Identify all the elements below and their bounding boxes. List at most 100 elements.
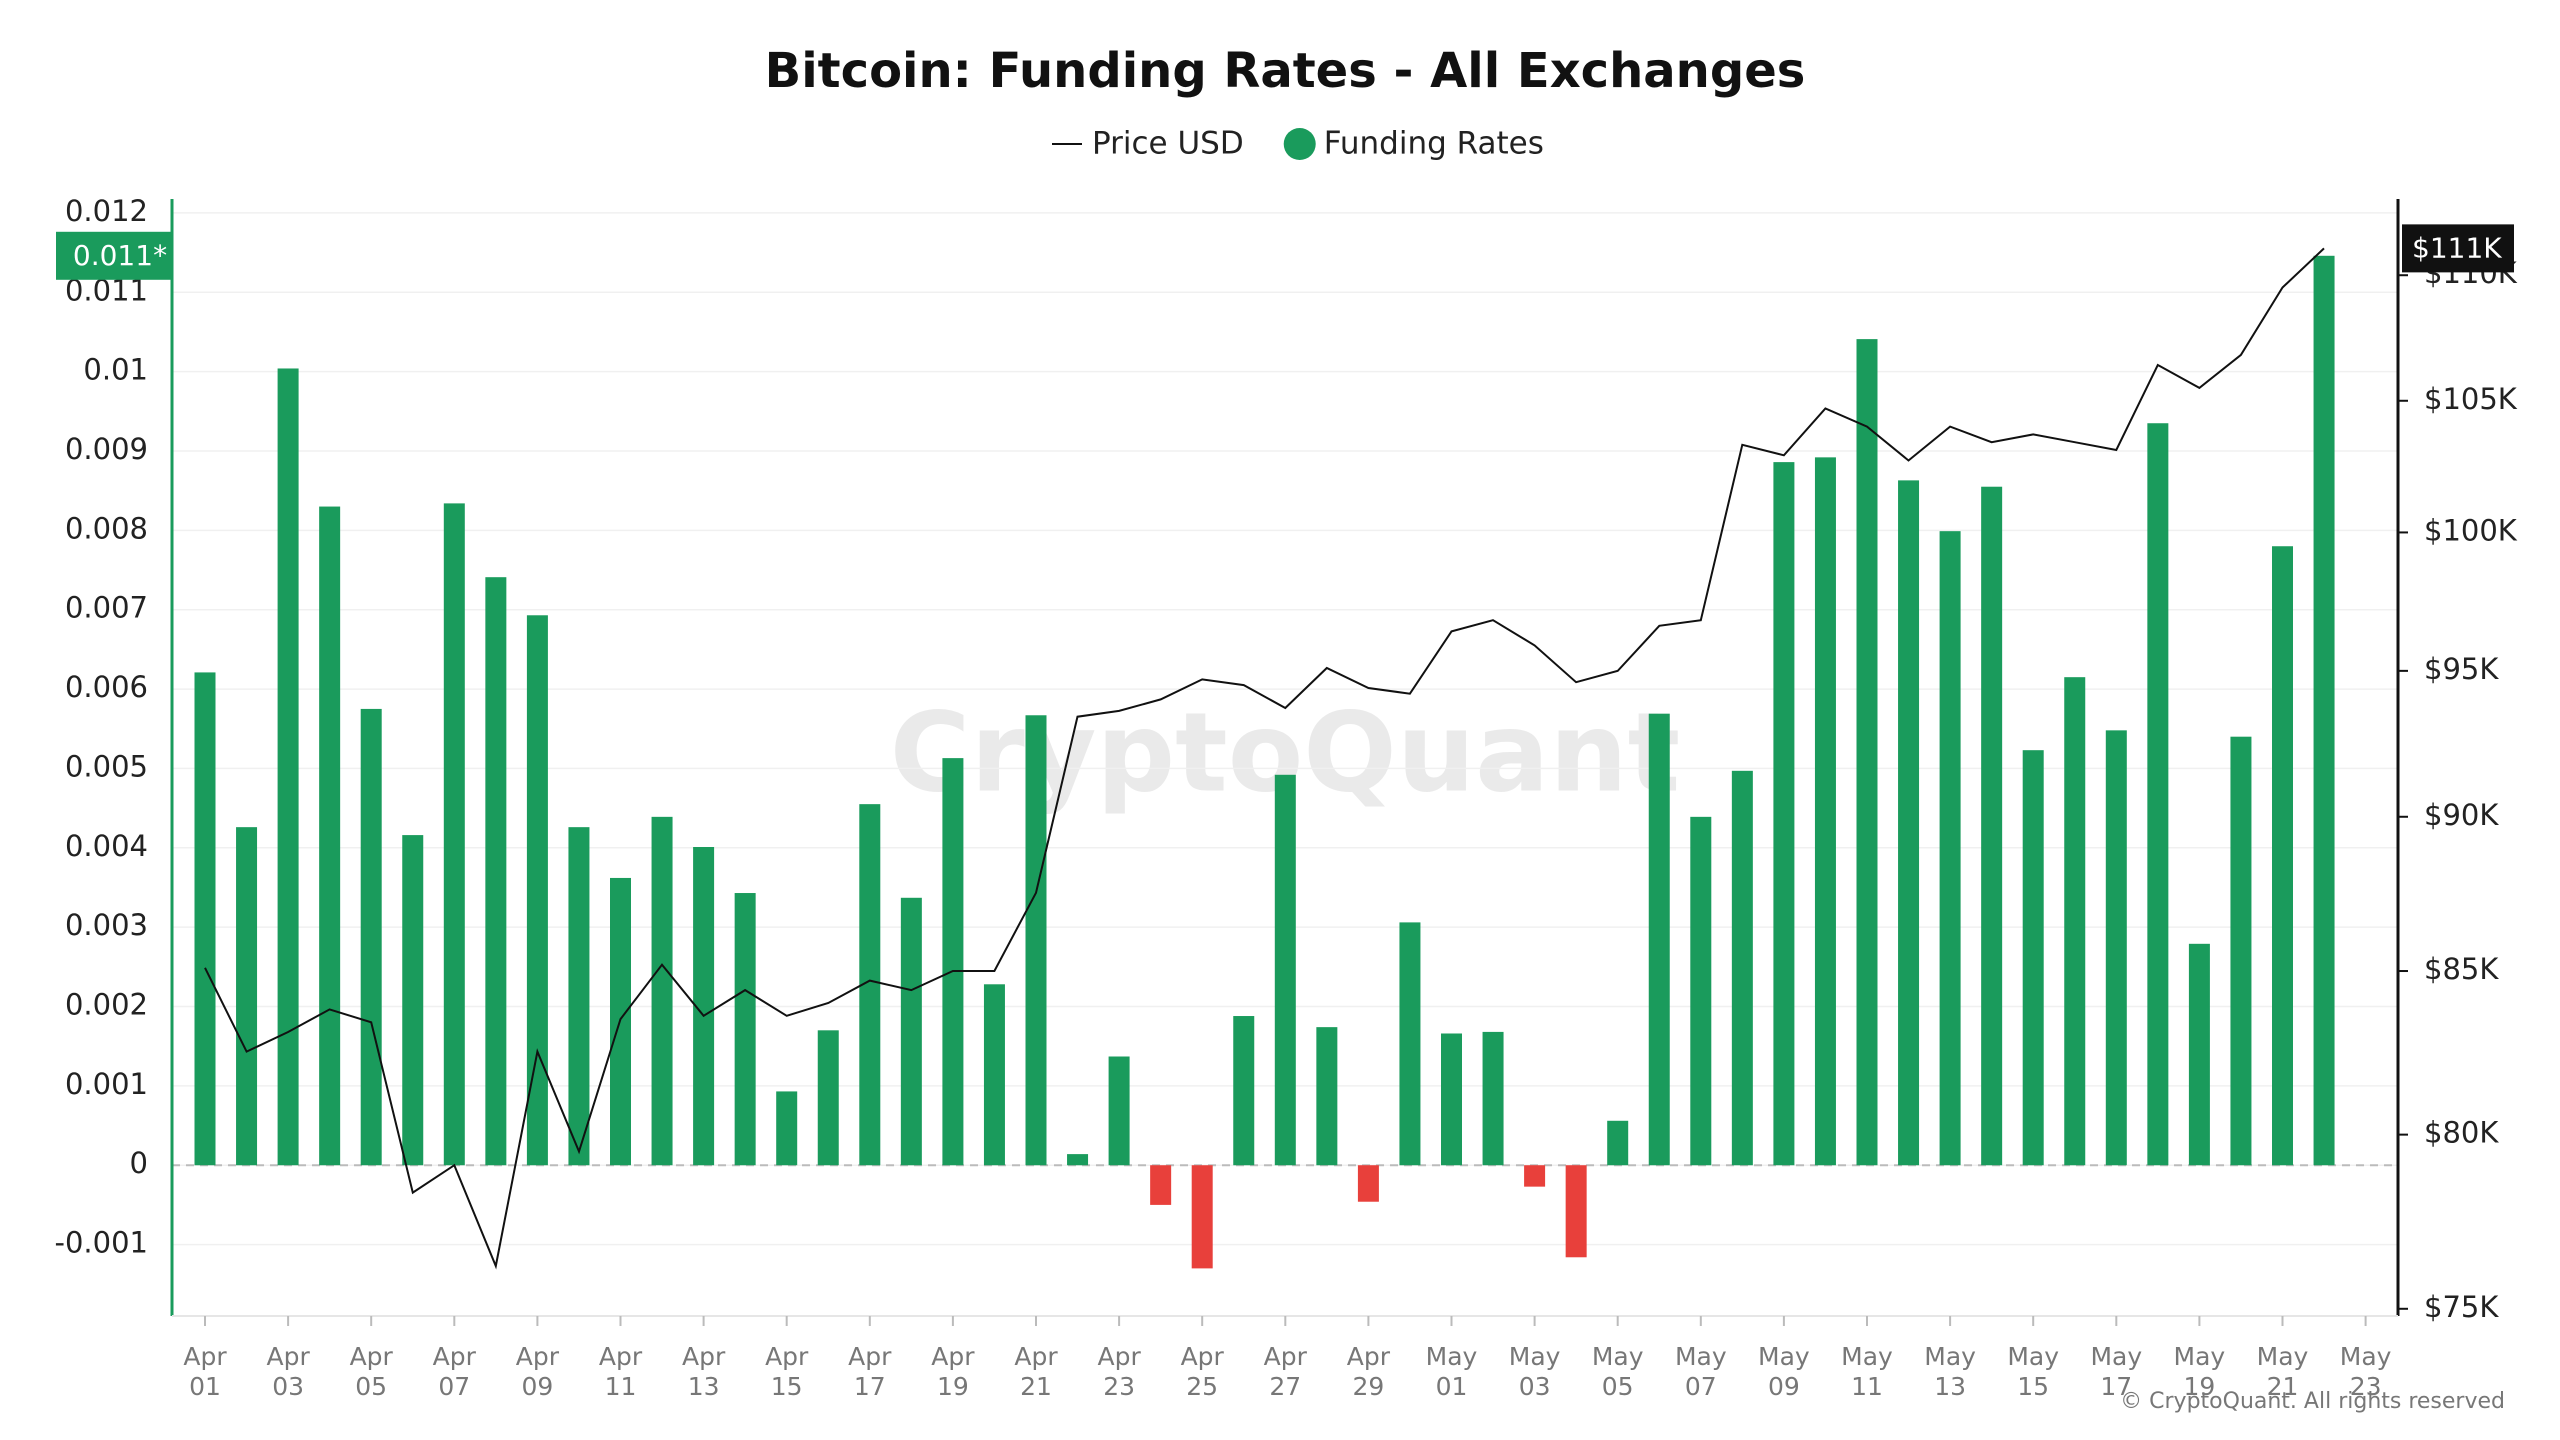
bar: [1690, 816, 1712, 1166]
bar: [1856, 339, 1878, 1166]
bar: [1607, 1120, 1629, 1166]
bar: [485, 577, 507, 1166]
x-tick-label: Apr 13: [682, 1342, 726, 1401]
x-tick-label: Apr 19: [931, 1342, 975, 1401]
bar: [900, 897, 922, 1166]
bar: [1565, 1165, 1587, 1258]
bar: [2064, 677, 2086, 1166]
x-tick-label: May 11: [1841, 1342, 1893, 1401]
bar: [1357, 1165, 1379, 1202]
y2-tick-label: $80K: [2424, 1116, 2499, 1150]
bar: [2230, 736, 2252, 1166]
bar: [2147, 423, 2169, 1166]
bar: [1108, 1056, 1130, 1166]
x-tick-label: Apr 21: [1014, 1342, 1058, 1401]
chart-title: Bitcoin: Funding Rates - All Exchanges: [765, 43, 1806, 99]
x-tick-label: May 09: [1758, 1342, 1810, 1401]
bar: [859, 804, 881, 1166]
x-tick-label: Apr 09: [516, 1342, 560, 1401]
bar: [1191, 1165, 1213, 1269]
y-tick-label: 0.002: [65, 988, 148, 1022]
x-tick-label: May 19: [2174, 1342, 2226, 1401]
bar: [526, 615, 548, 1166]
x-tick-label: May 01: [1426, 1342, 1478, 1401]
y-tick-label: 0.001: [65, 1067, 148, 1101]
y2-tick-label: $85K: [2424, 952, 2499, 986]
bar: [360, 708, 382, 1166]
legend: Price USD Funding Rates: [1052, 126, 1544, 162]
bar: [1898, 480, 1920, 1166]
bar: [1482, 1031, 1504, 1166]
bar: [319, 506, 341, 1166]
x-tick-label: May 05: [1592, 1342, 1644, 1401]
y-tick-label: 0.009: [65, 432, 148, 466]
last-rate-label: 0.011*: [73, 239, 167, 272]
bar: [2105, 730, 2127, 1166]
price-line: [204, 247, 2325, 1270]
y-tick-label: 0.006: [65, 670, 148, 704]
x-tick-label: Apr 29: [1347, 1342, 1391, 1401]
bar: [2272, 546, 2293, 1166]
y-tick-label: 0.008: [65, 511, 148, 545]
y2-tick-label: $105K: [2424, 382, 2518, 416]
y2-tick-label: $95K: [2424, 652, 2499, 686]
x-tick-label: Apr 03: [266, 1342, 310, 1401]
y-tick-label: 0.007: [65, 591, 148, 625]
y2-tick-label: $75K: [2424, 1290, 2499, 1324]
bar: [1731, 770, 1753, 1166]
bar: [443, 503, 465, 1166]
bar: [1524, 1165, 1546, 1187]
x-tick-label: Apr 07: [433, 1342, 477, 1401]
bar: [1150, 1165, 1172, 1205]
x-tick-label: May 03: [1509, 1342, 1561, 1401]
bar: [194, 672, 216, 1166]
x-tick-label: Apr 01: [183, 1342, 227, 1401]
y-tick-label: 0.012: [65, 194, 148, 228]
x-tick-label: May 07: [1675, 1342, 1727, 1401]
bar: [1233, 1016, 1255, 1166]
bar: [1981, 486, 2003, 1166]
bar: [942, 758, 964, 1166]
x-tick-label: Apr 11: [599, 1342, 643, 1401]
x-tick-label: May 15: [2007, 1342, 2059, 1401]
y-tick-label: 0.005: [65, 749, 148, 783]
last-price-label: $111K: [2412, 231, 2502, 264]
y-tick-label: 0.01: [83, 353, 148, 387]
bar: [1399, 922, 1421, 1166]
y-tick-label: 0.003: [65, 908, 148, 942]
x-tick-label: May 23: [2340, 1342, 2392, 1401]
bar: [1648, 713, 1670, 1166]
bar: [2313, 255, 2335, 1166]
last-price-box: [2402, 224, 2514, 273]
x-tick-label: Apr 05: [350, 1342, 394, 1401]
bar: [776, 1091, 798, 1166]
bar: [817, 1030, 839, 1166]
bar: [983, 984, 1005, 1166]
y2-tick-label: $100K: [2424, 513, 2518, 547]
bar: [1025, 715, 1047, 1166]
bar: [568, 827, 590, 1166]
bar: [693, 846, 715, 1166]
bar: [1067, 1154, 1089, 1166]
y-tick-label: 0.004: [65, 829, 148, 863]
bar: [402, 835, 424, 1166]
bar: [734, 893, 756, 1166]
legend-dot: [1283, 128, 1316, 160]
bar: [236, 827, 258, 1166]
copyright: © CryptoQuant. All rights reserved: [2120, 1389, 2505, 1414]
x-tick-label: Apr 23: [1097, 1342, 1141, 1401]
bar: [277, 368, 299, 1166]
x-tick-label: May 21: [2257, 1342, 2309, 1401]
y-tick-label: 0: [130, 1146, 148, 1180]
last-rate-box: [56, 231, 172, 280]
bar: [2188, 943, 2210, 1166]
x-tick-label: May 13: [1924, 1342, 1976, 1401]
x-tick-label: Apr 25: [1181, 1342, 1225, 1401]
legend-label: Price USD: [1092, 126, 1244, 162]
bar: [1274, 774, 1296, 1166]
bar: [1441, 1033, 1462, 1166]
x-tick-label: Apr 15: [765, 1342, 809, 1401]
legend-label: Funding Rates: [1324, 126, 1544, 162]
y-tick-label: -0.001: [55, 1226, 149, 1260]
